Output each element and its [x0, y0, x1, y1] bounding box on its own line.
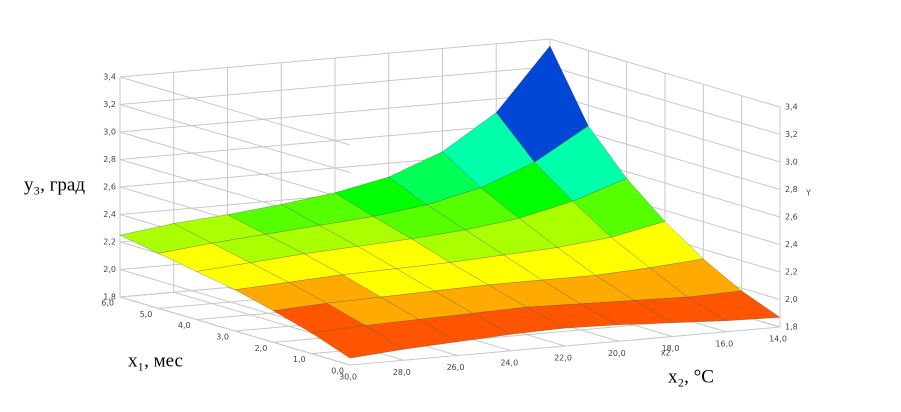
x2-tick-label: 28,0 [393, 368, 411, 377]
x2-axis-label: x₂, °C [668, 366, 714, 387]
x1-tick-label: 3,0 [216, 333, 229, 342]
grid-line [119, 76, 351, 146]
y-tick-label: 2,6 [103, 183, 116, 192]
y-tick-label: 3,2 [103, 100, 116, 109]
surface [119, 45, 781, 359]
y-axis-label: y₃, град [24, 174, 85, 195]
x1-tick-label: 0,0 [331, 367, 344, 376]
x2-tick-label: 14,0 [769, 335, 787, 344]
y-tick-label: 3,4 [103, 73, 116, 82]
y2-tick-label: 3,2 [785, 130, 798, 139]
y-tick-label: 2,4 [103, 210, 116, 219]
x1-tick-label: 6,0 [101, 299, 114, 308]
y-tick-label: 2,2 [103, 238, 116, 247]
y-tick-label: 3,0 [103, 128, 116, 137]
y2-tick-label: 3,4 [785, 103, 798, 112]
y2-tick-label: 2,8 [785, 185, 798, 194]
x2-tick-label: 26,0 [447, 363, 465, 372]
x1-tick-label: 1,0 [293, 355, 306, 364]
y2-tick-label: 1,8 [785, 323, 798, 332]
surface-cell [687, 290, 781, 322]
x2-tick-label: 30,0 [339, 373, 357, 382]
x1-tick-label: 4,0 [178, 321, 191, 330]
y-tick-label: 1,8 [103, 293, 116, 302]
x2-tick-label: 24,0 [500, 358, 518, 367]
x2-axis-name: x2 [661, 348, 671, 357]
y-axis-name: Y [805, 189, 811, 198]
x2-tick-label: 22,0 [554, 354, 572, 363]
y-tick-label: 2,0 [103, 265, 116, 274]
x2-tick-label: 18,0 [662, 344, 680, 353]
x1-tick-label: 2,0 [255, 344, 268, 353]
grid-line [349, 326, 781, 366]
y2-tick-label: 2,0 [785, 295, 798, 304]
x1-tick-label: 5,0 [140, 310, 153, 319]
y2-tick-label: 2,6 [785, 213, 798, 222]
x1-axis-label: x₁, мес [128, 350, 183, 371]
grid-line [119, 131, 351, 201]
y2-tick-label: 3,0 [785, 158, 798, 167]
tick-labels: 1,8 1,8 2,0 2,0 2,2 2,2 2,4 2,4 2,6 2,6 2,8 2,8 3,0 3… [101, 73, 811, 382]
grid-line [119, 104, 351, 173]
x2-tick-label: 20,0 [608, 349, 626, 358]
x2-tick-label: 16,0 [715, 339, 733, 348]
y-tick-label: 2,8 [103, 155, 116, 164]
y2-tick-label: 2,2 [785, 268, 798, 277]
y2-tick-label: 2,4 [785, 240, 798, 249]
